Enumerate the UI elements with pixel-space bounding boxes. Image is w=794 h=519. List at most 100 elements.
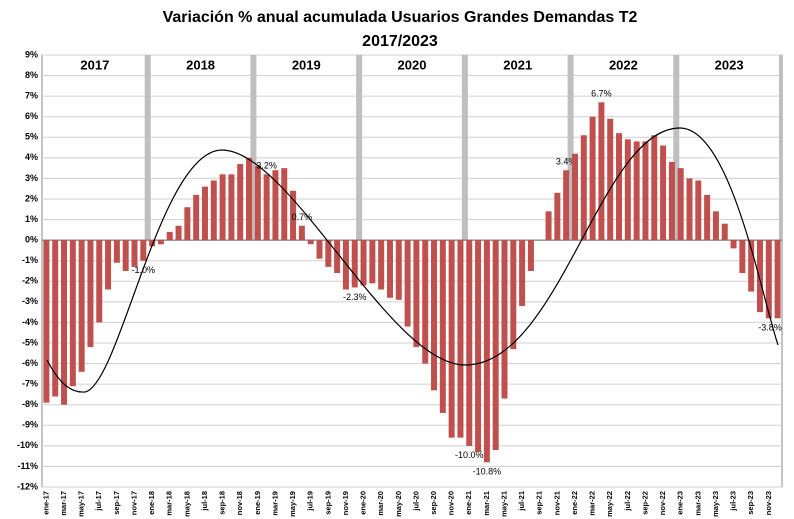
bar — [272, 170, 279, 241]
x-tick-label: jul-19 — [306, 491, 315, 512]
bar — [413, 240, 420, 348]
bar — [422, 240, 429, 364]
x-tick-label: sep-20 — [429, 491, 438, 515]
bar — [69, 240, 76, 387]
x-tick-label: jul-18 — [200, 491, 209, 512]
bar — [466, 240, 473, 446]
bar — [554, 192, 561, 241]
bar — [571, 153, 578, 241]
bar — [140, 240, 147, 261]
bar — [616, 133, 623, 241]
year-label: 2023 — [715, 57, 744, 72]
x-tick-label: nov-23 — [764, 491, 773, 515]
bar — [739, 240, 746, 274]
year-separator — [779, 55, 782, 241]
year-label: 2017 — [80, 57, 109, 72]
y-tick-label: 1% — [25, 214, 38, 224]
bar — [149, 240, 156, 247]
x-tick-label: may-23 — [711, 491, 720, 517]
x-tick-label: mar-23 — [693, 491, 702, 516]
bar — [175, 225, 182, 241]
bar — [624, 139, 631, 241]
bar — [501, 240, 508, 399]
year-separator — [673, 55, 680, 241]
x-tick-label: mar-20 — [376, 491, 385, 516]
bar — [342, 240, 349, 290]
x-tick-label: may-22 — [605, 491, 614, 517]
bar — [686, 178, 693, 241]
x-tick-label: sep-17 — [112, 491, 121, 515]
x-tick-label: may-18 — [182, 491, 191, 517]
y-tick-label: 4% — [25, 152, 38, 162]
bar — [642, 141, 649, 241]
x-tick-label: nov-20 — [447, 491, 456, 515]
bar — [527, 240, 534, 271]
data-label: 0.7% — [292, 212, 313, 222]
bar — [431, 240, 438, 391]
x-tick-label: nov-22 — [658, 491, 667, 515]
bar — [246, 157, 253, 241]
bar — [721, 223, 728, 241]
x-tick-label: ene-23 — [676, 491, 685, 515]
x-tick-label: nov-18 — [235, 491, 244, 515]
data-label: 3.2% — [256, 161, 277, 171]
year-label: 2020 — [398, 57, 427, 72]
y-tick-label: -2% — [22, 276, 38, 286]
x-tick-label: may-21 — [499, 491, 508, 517]
y-tick-label: -9% — [22, 420, 38, 430]
x-tick-label: sep-21 — [535, 491, 544, 515]
bar — [96, 240, 103, 323]
bar — [201, 186, 208, 241]
bar — [210, 180, 217, 241]
bar — [228, 174, 235, 241]
bar — [351, 240, 358, 288]
x-tick-label: mar-19 — [270, 491, 279, 516]
y-tick-label: -12% — [17, 481, 38, 491]
y-tick-label: 5% — [25, 132, 38, 142]
bar — [580, 135, 587, 241]
year-separator — [250, 55, 257, 241]
x-tick-label: jul-22 — [623, 491, 632, 512]
bar — [730, 240, 737, 249]
y-tick-label: -8% — [22, 399, 38, 409]
x-tick-label: may-20 — [394, 491, 403, 517]
year-separator — [144, 55, 151, 241]
bar — [334, 240, 341, 274]
bar — [765, 240, 772, 319]
bar — [184, 207, 191, 241]
x-tick-label: sep-19 — [323, 491, 332, 515]
data-label: -2.3% — [343, 292, 367, 302]
data-label: -3.8% — [758, 323, 782, 333]
y-tick-label: -3% — [22, 296, 38, 306]
bar — [254, 166, 261, 241]
bar — [395, 240, 402, 300]
bar — [607, 118, 614, 241]
x-tick-label: mar-22 — [588, 491, 597, 516]
bar — [298, 225, 305, 241]
bar — [263, 174, 270, 241]
bar — [660, 145, 667, 241]
x-tick-label: may-19 — [288, 491, 297, 517]
data-label: 3.4% — [556, 157, 577, 167]
bar — [510, 240, 517, 350]
trend-curve — [46, 127, 779, 393]
bar — [290, 190, 297, 241]
x-tick-label: sep-18 — [218, 491, 227, 515]
bar — [122, 240, 129, 271]
bar — [157, 240, 164, 245]
bar — [633, 141, 640, 241]
bar — [61, 240, 68, 405]
year-separator — [356, 55, 363, 241]
x-tick-label: jul-21 — [517, 491, 526, 512]
bar — [386, 240, 393, 298]
y-tick-label: 0% — [25, 235, 38, 245]
bar — [307, 240, 314, 245]
data-label: -10.8% — [473, 467, 502, 477]
bar — [756, 240, 763, 313]
bar — [369, 240, 376, 284]
x-tick-label: ene-17 — [41, 491, 50, 515]
year-separator — [567, 55, 574, 241]
y-tick-label: 8% — [25, 70, 38, 80]
bar — [105, 240, 112, 290]
x-tick-label: ene-21 — [464, 491, 473, 515]
